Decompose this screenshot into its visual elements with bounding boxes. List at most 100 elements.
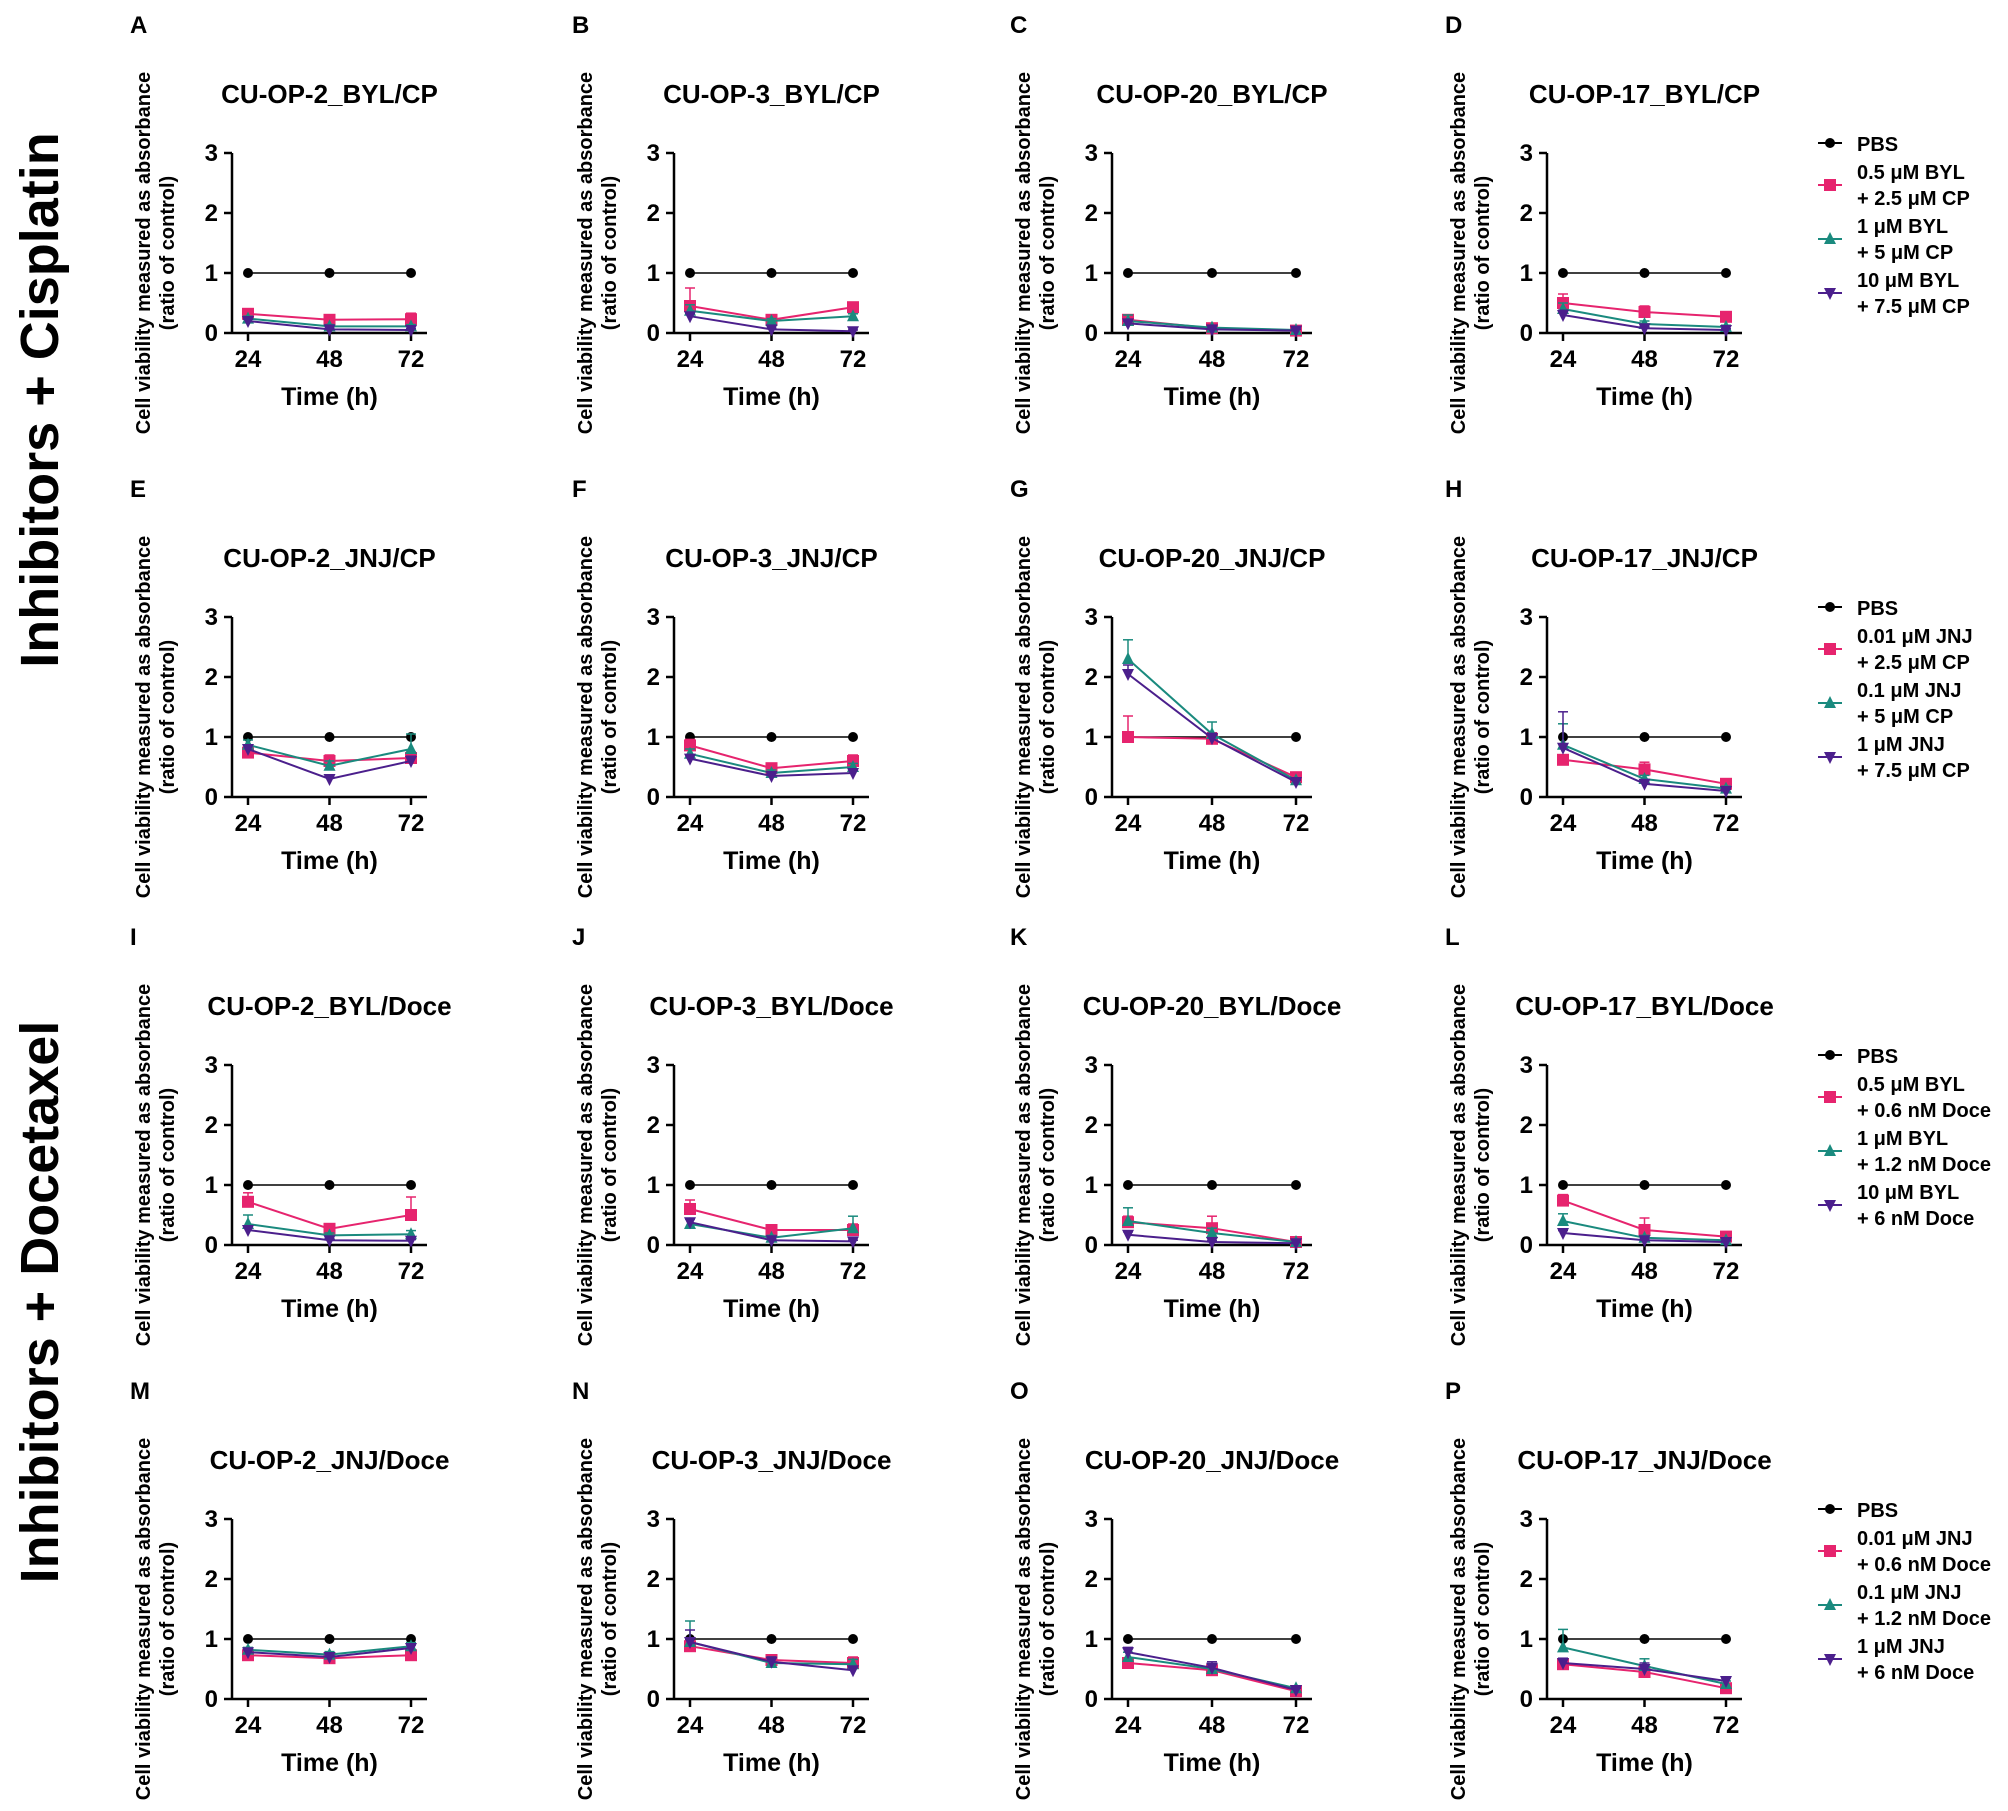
- x-tick-label: 48: [758, 810, 785, 837]
- data-point: [847, 768, 859, 780]
- y-axis-label-line2: (ratio of control): [157, 640, 179, 794]
- panel-letter: F: [572, 476, 587, 503]
- y-tick-label: 2: [205, 664, 218, 691]
- y-axis-label-line2: (ratio of control): [1472, 1088, 1494, 1242]
- x-axis-label: Time (h): [1596, 847, 1693, 875]
- data-point: [1557, 742, 1569, 755]
- data-point: [684, 1203, 696, 1215]
- data-point: [684, 1637, 696, 1649]
- x-tick-label: 72: [1713, 1258, 1740, 1285]
- data-point: [1206, 1237, 1218, 1249]
- y-axis-label-line1: Cell viability measured as absorbance: [133, 536, 155, 898]
- panel-letter: K: [1010, 924, 1028, 951]
- x-tick-label: 24: [235, 346, 262, 373]
- y-tick-label: 1: [205, 260, 218, 287]
- y-axis-label-line2: (ratio of control): [1037, 1542, 1059, 1696]
- y-tick-label: 3: [1085, 140, 1098, 167]
- x-tick-label: 72: [840, 1712, 867, 1739]
- x-axis-label: Time (h): [723, 847, 820, 875]
- chart-title: CU-OP-20_JNJ/CP: [1099, 543, 1326, 573]
- data-point: [1639, 732, 1650, 742]
- legend-row-2: PBS 0.5 μM BYL + 0.6 nM Doce 1 μM BYL + 1.2 …: [1818, 1046, 1991, 1230]
- panel-letter: J: [572, 924, 585, 951]
- series-PBS: [1558, 268, 1731, 278]
- y-tick-label: 2: [647, 1112, 660, 1139]
- y-tick-label: 0: [1085, 784, 1098, 811]
- series-PBS: [1558, 1634, 1731, 1644]
- y-axis-label-line1: Cell viability measured as absorbance: [575, 536, 597, 898]
- x-tick-label: 24: [1550, 1258, 1577, 1285]
- data-point: [1122, 1647, 1134, 1660]
- x-tick-label: 48: [1631, 810, 1658, 837]
- y-tick-label: 2: [205, 1566, 218, 1593]
- x-tick-label: 48: [758, 1712, 785, 1739]
- x-tick-label: 72: [1283, 1258, 1310, 1285]
- y-axis-label-line1: Cell viability measured as absorbance: [575, 984, 597, 1346]
- y-axis-label-line2: (ratio of control): [1037, 176, 1059, 330]
- y-tick-label: 1: [1520, 260, 1533, 287]
- y-axis-label-line2: (ratio of control): [1037, 640, 1059, 794]
- panel-c: C CU-OP-20_BYL/CP 0 1 2 3 24 48 72 Time (h) Cell v…: [1010, 12, 1328, 434]
- x-tick-label: 24: [1550, 810, 1577, 837]
- series-high: [1122, 1229, 1302, 1251]
- legend-row-0: PBS 0.5 μM BYL + 2.5 μM CP 1 μM BYL + 5 μM C…: [1818, 134, 1970, 318]
- series-PBS: [243, 1634, 416, 1644]
- data-point: [1638, 1664, 1651, 1676]
- x-tick-label: 24: [677, 1258, 704, 1285]
- data-point: [848, 1634, 858, 1644]
- y-tick-label: 2: [647, 200, 660, 227]
- series-high: [684, 311, 859, 339]
- data-point: [1290, 777, 1302, 789]
- legend-label: 10 μM BYL: [1857, 1182, 1959, 1204]
- y-tick-label: 0: [1520, 1686, 1533, 1713]
- legend-label: + 7.5 μM CP: [1857, 296, 1970, 318]
- legend-label: PBS: [1857, 598, 1898, 620]
- y-tick-label: 3: [647, 140, 660, 167]
- panel-i: I CU-OP-2_BYL/Doce 0 1 2 3 24 48 72 Time (h) Cell …: [130, 924, 452, 1346]
- data-point: [242, 744, 254, 756]
- y-tick-label: 3: [1520, 1506, 1533, 1533]
- y-tick-label: 0: [205, 1232, 218, 1259]
- x-axis-label: Time (h): [1164, 383, 1261, 411]
- data-point: [1638, 778, 1651, 791]
- data-point: [1720, 786, 1732, 798]
- legend-marker: [1825, 602, 1835, 612]
- x-tick-label: 24: [235, 1712, 262, 1739]
- x-axis-label: Time (h): [723, 1295, 820, 1323]
- legend-entry-low: 0.5 μM BYL + 2.5 μM CP: [1818, 162, 1970, 210]
- series-mid: [1122, 639, 1302, 786]
- data-point: [685, 268, 695, 278]
- x-tick-label: 72: [398, 1712, 425, 1739]
- y-tick-label: 0: [1085, 320, 1098, 347]
- series-PBS: [1123, 268, 1301, 278]
- legend-marker: [1825, 138, 1835, 148]
- series-PBS: [685, 268, 858, 278]
- x-tick-label: 48: [1631, 346, 1658, 373]
- series-high: [684, 1629, 859, 1678]
- legend-label: PBS: [1857, 1046, 1898, 1068]
- legend-marker: [1824, 1545, 1836, 1557]
- y-axis-label-line2: (ratio of control): [599, 176, 621, 330]
- legend-entry-mid: 1 μM BYL + 1.2 nM Doce: [1818, 1128, 1991, 1176]
- x-tick-label: 48: [1199, 346, 1226, 373]
- data-point: [242, 1647, 254, 1660]
- x-axis-label: Time (h): [281, 847, 378, 875]
- y-tick-label: 0: [647, 320, 660, 347]
- chart-title: CU-OP-2_JNJ/CP: [223, 543, 435, 573]
- panel-letter: N: [572, 1378, 589, 1405]
- y-axis-label-line2: (ratio of control): [599, 640, 621, 794]
- chart-title: CU-OP-17_BYL/CP: [1529, 79, 1760, 109]
- y-axis-label-line1: Cell viability measured as absorbance: [1448, 1438, 1470, 1800]
- panel-letter: I: [130, 924, 137, 951]
- panel-a: A CU-OP-2_BYL/CP 0 1 2 3 24 48 72 Time (h) Cell vi…: [130, 12, 438, 434]
- x-tick-label: 24: [677, 810, 704, 837]
- x-axis-label: Time (h): [1596, 1749, 1693, 1777]
- panel-letter: P: [1445, 1378, 1461, 1405]
- y-tick-label: 2: [1520, 1112, 1533, 1139]
- y-axis-label-line2: (ratio of control): [1472, 176, 1494, 330]
- chart-title: CU-OP-17_BYL/Doce: [1515, 991, 1774, 1021]
- y-tick-label: 3: [1085, 1506, 1098, 1533]
- legend-marker: [1824, 288, 1836, 300]
- data-point: [406, 1634, 416, 1644]
